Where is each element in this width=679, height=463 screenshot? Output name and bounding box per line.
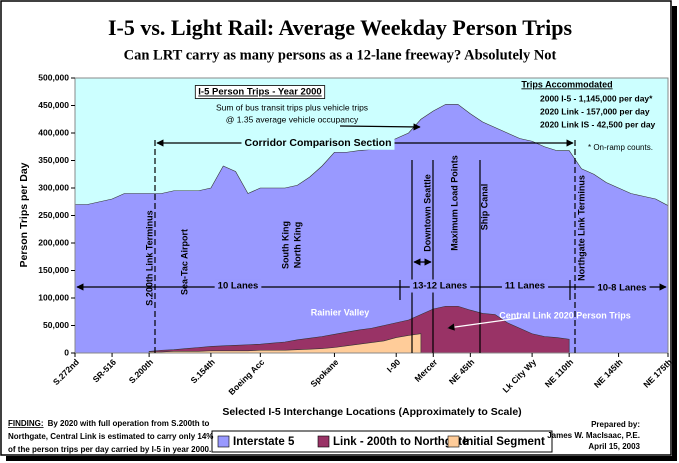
annotation: 10-8 Lanes <box>597 283 646 294</box>
annotation-background <box>501 279 549 293</box>
frame-shadow <box>6 456 677 461</box>
finding: FINDING: By 2020 with full operation from… <box>8 419 209 428</box>
legend-label: Link - 200th to Northgate <box>333 436 468 448</box>
y-tick-label: 450,000 <box>38 100 69 110</box>
x-axis-label: Selected I-5 Interchange Locations (Appr… <box>222 406 521 418</box>
prepared-by: April 15, 2003 <box>588 442 640 451</box>
y-tick-label: 400,000 <box>38 127 69 137</box>
annotation: 2000 I-5 - 1,145,000 per day* <box>540 93 653 103</box>
chart-title: I-5 vs. Light Rail: Average Weekday Pers… <box>108 15 572 40</box>
annotation: 13-12 Lanes <box>413 281 467 292</box>
area <box>148 333 422 354</box>
annotation: Sum of bus transit trips plus vehicle tr… <box>216 102 368 112</box>
annotation: 2020 Link - 157,000 per day <box>540 106 650 116</box>
finding-label: FINDING: <box>8 419 44 428</box>
finding-text: By 2020 with full operation from S.200th… <box>48 419 210 428</box>
y-tick-label: 500,000 <box>38 72 69 82</box>
y-tick-label: 200,000 <box>38 237 69 247</box>
annotation-background <box>409 279 471 293</box>
legend-swatch <box>317 435 330 448</box>
annotation: Northgate Link Terminus <box>576 175 586 281</box>
annotation: 10 Lanes <box>218 281 259 292</box>
annotation: Downtown Seattle <box>422 174 432 252</box>
legend-box <box>211 430 553 453</box>
annotation: I-5 Person Trips - Year 2000 <box>198 87 321 98</box>
annotation: 2020 Link IS - 42,500 per day <box>540 119 656 129</box>
arrow <box>339 123 421 131</box>
annotation: Corridor Comparison Section <box>244 137 391 149</box>
annotation: Ship Canal <box>479 184 489 231</box>
legend-swatch <box>447 435 460 448</box>
annotation: Trips Accommodated <box>521 79 612 89</box>
prepared-by: James W. MacIsaac, P.E. <box>547 431 640 440</box>
annotation: S.200th Link Terminus <box>144 210 154 305</box>
y-tick-label: 350,000 <box>38 155 69 165</box>
chart-subtitle: Can LRT carry as many persons as a 12-la… <box>124 47 557 63</box>
y-axis-label: Person Trips per Day <box>18 162 30 267</box>
y-tick-label: 100,000 <box>38 292 69 302</box>
legend-label: Interstate 5 <box>233 436 295 448</box>
finding-text: Northgate, Central Link is estimated to … <box>8 432 213 441</box>
finding-text: of the person trips per day carried by I… <box>8 445 211 454</box>
annotation-background <box>194 85 326 99</box>
y-tick-label: 0 <box>64 347 69 357</box>
annotation-background <box>594 281 650 295</box>
area <box>148 305 570 354</box>
annotation: North King <box>292 222 302 269</box>
annotation: Central Link 2020 Person Trips <box>499 310 631 320</box>
annotation-background <box>214 279 262 293</box>
annotation: Rainier Valley <box>311 307 370 317</box>
annotation: Sea-Tac Airport <box>179 229 189 295</box>
annotation: 11 Lanes <box>505 281 545 292</box>
arrow <box>447 317 521 331</box>
annotation: @ 1.35 average vehicle occupancy <box>226 114 359 124</box>
frame-shadow <box>672 6 677 460</box>
y-tick-label: 50,000 <box>43 320 69 330</box>
annotation: Maximum Load Points <box>449 155 459 251</box>
legend-swatch <box>217 435 230 448</box>
prepared-by: Prepared by: <box>591 420 640 429</box>
y-tick-label: 150,000 <box>38 265 69 275</box>
y-tick-label: 300,000 <box>38 182 69 192</box>
annotation: South King <box>280 221 290 269</box>
annotation: * On-ramp counts. <box>588 143 653 152</box>
annotation-background <box>241 135 395 150</box>
y-tick-label: 250,000 <box>38 210 69 220</box>
legend-label: Initial Segment <box>463 436 545 448</box>
